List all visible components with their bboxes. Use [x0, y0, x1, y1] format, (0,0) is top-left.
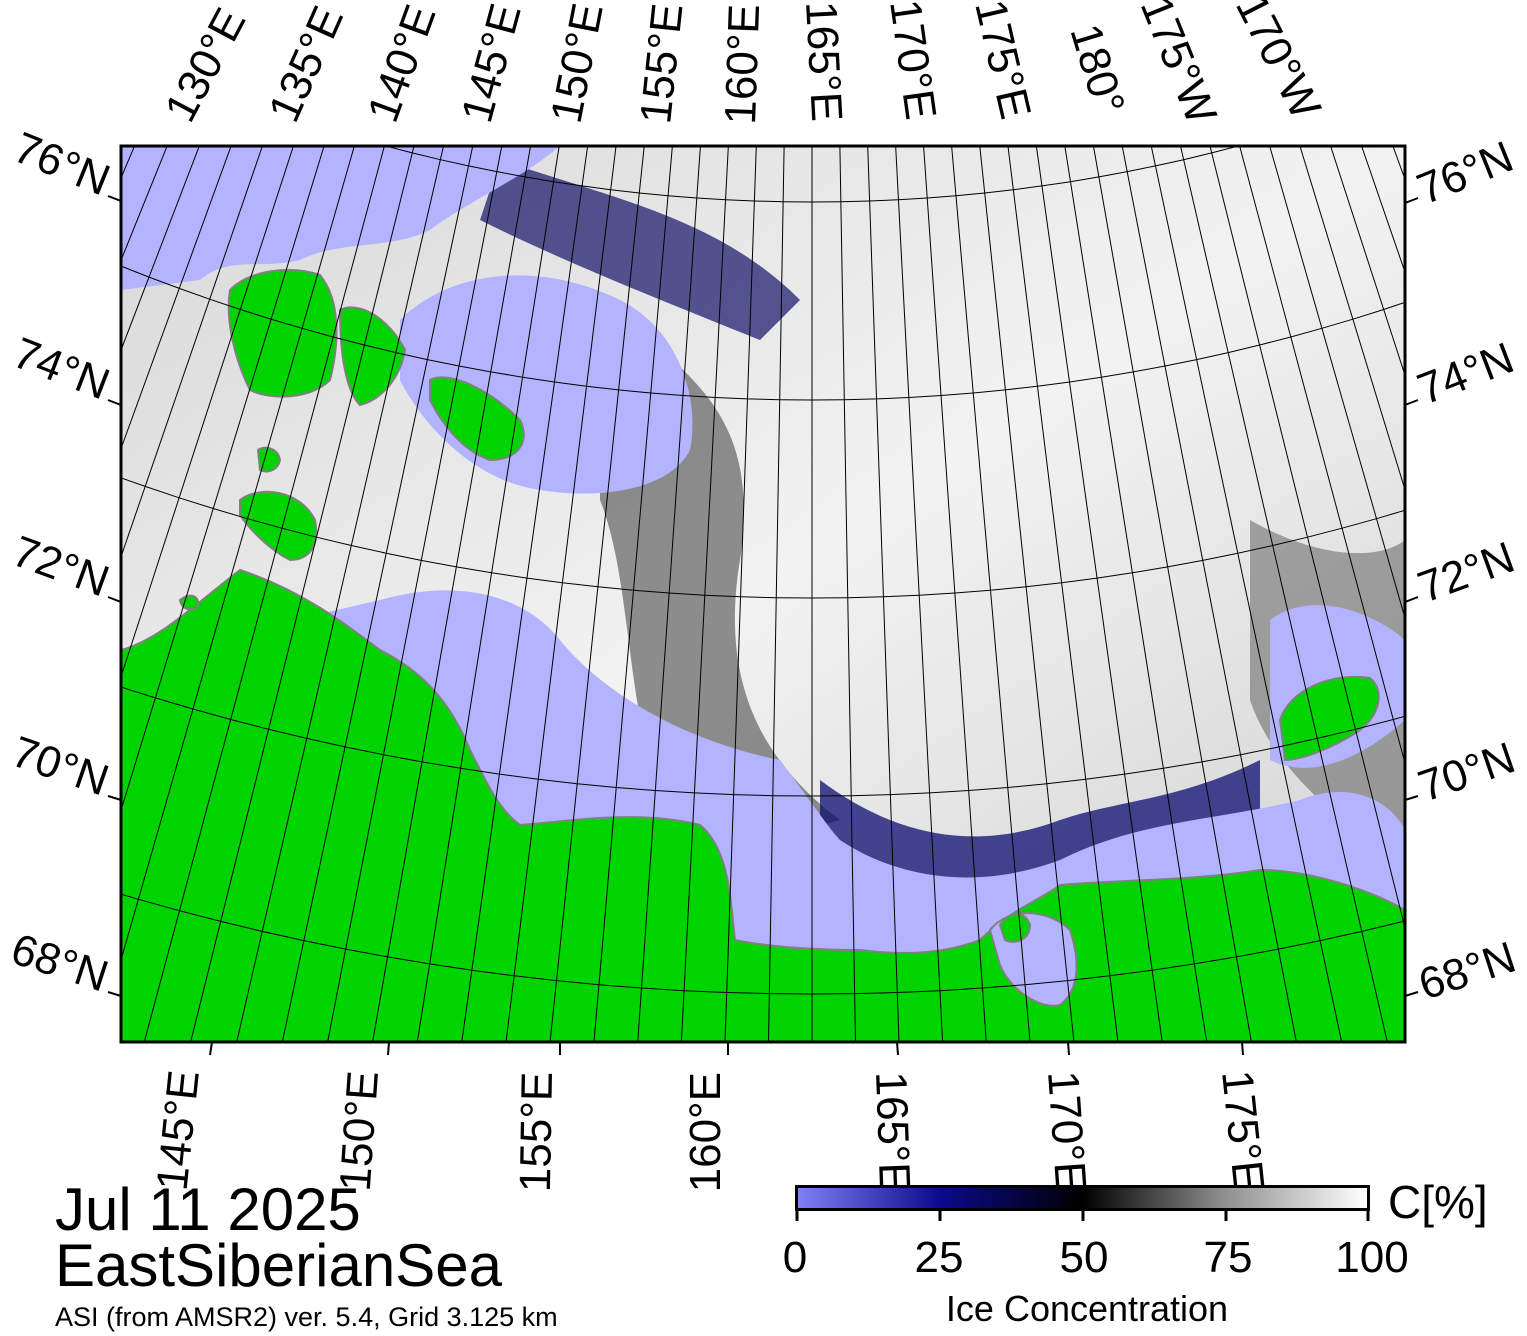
colorbar-tick-label: 0 — [782, 1233, 808, 1282]
lon-label-top: 180° — [1060, 19, 1133, 120]
map-frame — [119, 144, 1407, 1044]
parallel-line — [121, 477, 1405, 599]
lat-label-left: 76°N — [7, 123, 117, 205]
meridian-line — [0, 0, 85, 838]
lon-label-top: 170°W — [1226, 0, 1330, 127]
lon-label-bottom: 165°E — [866, 1071, 919, 1193]
lat-label-left: 72°N — [6, 527, 115, 607]
map-content — [0, 0, 1527, 1042]
lon-label-bottom: 155°E — [511, 1071, 562, 1192]
graticule — [0, 0, 1527, 1042]
lat-label-right: 74°N — [1411, 333, 1520, 414]
lat-label-left: 74°N — [7, 328, 116, 409]
colorbar-tick-mark — [938, 1211, 942, 1221]
meridian-line — [0, 0, 42, 791]
bolshoy-lyakhovsky-island — [239, 490, 318, 562]
colorbar-tick-mark — [1224, 1211, 1228, 1221]
colorbar-tick-label: 25 — [914, 1233, 964, 1282]
new-siberia-island — [429, 376, 525, 462]
lon-label-bottom: 145°E — [148, 1068, 209, 1193]
lat-label-right: 70°N — [1412, 733, 1521, 811]
bottom-longitude-labels: 145°E 150°E 155°E 160°E 165°E 170°E 175°… — [148, 1068, 1274, 1193]
lon-label-top: 135°E — [259, 0, 353, 129]
meridian-line — [0, 0, 20, 766]
lat-label-right: 72°N — [1412, 533, 1521, 613]
colorbar-title: Ice Concentration — [945, 1288, 1229, 1329]
mainland-siberia — [121, 568, 1405, 1042]
lon-label-top: 155°E — [631, 1, 692, 126]
meridian-line — [0, 0, 107, 861]
lat-label-right: 76°N — [1410, 132, 1520, 214]
lat-label-left: 70°N — [6, 727, 115, 805]
ayon-island — [998, 912, 1032, 943]
lon-label-top: 150°E — [542, 0, 613, 127]
lon-label-top: 145°E — [452, 0, 530, 128]
colorbar-tick-mark — [1081, 1211, 1085, 1221]
parallel-line — [121, 893, 1405, 995]
left-latitude-labels: 76°N 74°N 72°N 70°N 68°N — [5, 123, 116, 1001]
wrangel-island — [1278, 675, 1380, 762]
colorbar-unit: C[%] — [1388, 1176, 1488, 1228]
parallel-line — [121, 686, 1405, 797]
lon-label-bottom: 150°E — [331, 1069, 388, 1192]
lat-label-right: 68°N — [1413, 933, 1522, 1010]
lon-label-top: 160°E — [716, 3, 769, 125]
coastal-ice-edge — [820, 760, 1260, 904]
lon-label-top: 170°E — [880, 0, 945, 123]
colorbar-tick-mark — [1366, 1211, 1370, 1221]
parallel-line — [383, 146, 1241, 203]
colorbar-tick-label: 75 — [1203, 1233, 1253, 1282]
lon-label-top: 130°E — [156, 0, 256, 129]
ice-concentration-colorbar — [795, 1185, 1370, 1211]
colorbar-tick-label: 100 — [1335, 1233, 1409, 1282]
region-title: EastSiberianSea — [55, 1232, 502, 1299]
lon-label-top: 175°W — [1131, 0, 1226, 131]
lon-label-top: 140°E — [358, 0, 445, 128]
meridian-line — [1517, 0, 1527, 861]
parallel-line — [121, 265, 1405, 401]
lat-label-left: 68°N — [5, 925, 114, 1002]
date-title: Jul 11 2025 — [55, 1176, 361, 1243]
meridian-line — [0, 0, 63, 815]
lon-label-bottom: 170°E — [1038, 1069, 1095, 1192]
lon-label-top: 175°E — [965, 0, 1040, 124]
marginal-ice-zone — [480, 160, 800, 340]
maly-lyakhovsky-island — [256, 446, 282, 473]
colorbar-tick-mark — [795, 1211, 799, 1221]
lon-label-top: 165°E — [796, 0, 851, 123]
faddeyevsky-island — [338, 306, 407, 407]
meridian-line — [1403, 0, 1527, 964]
lon-label-bottom: 160°E — [681, 1072, 730, 1192]
top-longitude-labels: 130°E 135°E 140°E 145°E 150°E 155°E 160°… — [156, 0, 1331, 131]
right-latitude-labels: 76°N 74°N 72°N 70°N 68°N — [1410, 132, 1521, 1009]
source-caption: ASI (from AMSR2) ver. 5.4, Grid 3.125 km — [55, 1302, 558, 1332]
colorbar-tick-label: 50 — [1059, 1233, 1109, 1282]
frame-ticks — [107, 195, 1419, 1056]
open-water-nw — [121, 146, 319, 290]
lon-label-bottom: 175°E — [1212, 1068, 1273, 1193]
